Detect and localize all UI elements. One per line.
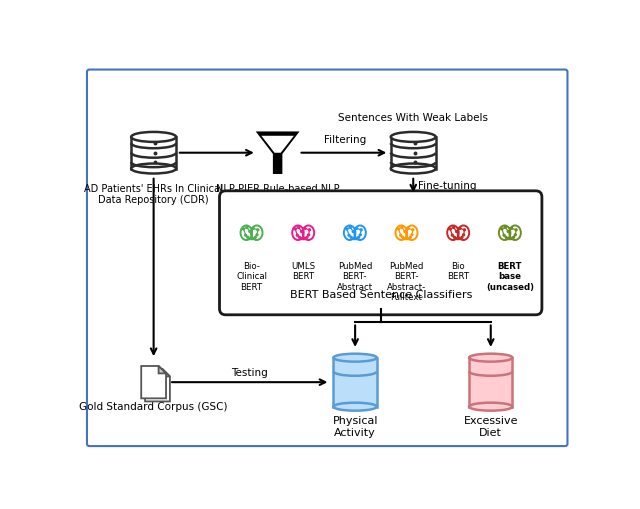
Text: PubMed
BERT-
Abstract: PubMed BERT- Abstract bbox=[337, 262, 373, 292]
Polygon shape bbox=[469, 358, 513, 407]
Circle shape bbox=[515, 234, 516, 236]
Text: Physical
Activity: Physical Activity bbox=[332, 416, 378, 438]
Circle shape bbox=[459, 228, 461, 229]
Text: Testing: Testing bbox=[231, 369, 268, 378]
Text: Excessive
Diet: Excessive Diet bbox=[463, 416, 518, 438]
Text: UMLS
BERT: UMLS BERT bbox=[291, 262, 316, 281]
Polygon shape bbox=[131, 137, 176, 168]
Circle shape bbox=[360, 229, 362, 231]
Text: Fine-tuning: Fine-tuning bbox=[418, 181, 476, 191]
Circle shape bbox=[401, 227, 403, 228]
Circle shape bbox=[504, 227, 506, 228]
FancyBboxPatch shape bbox=[220, 191, 542, 315]
Circle shape bbox=[449, 228, 451, 230]
Circle shape bbox=[304, 228, 306, 229]
Circle shape bbox=[454, 236, 456, 238]
Circle shape bbox=[410, 236, 412, 238]
Circle shape bbox=[505, 236, 507, 238]
Circle shape bbox=[461, 236, 463, 238]
Circle shape bbox=[463, 234, 465, 236]
Circle shape bbox=[256, 234, 258, 236]
Ellipse shape bbox=[469, 403, 513, 411]
Circle shape bbox=[298, 236, 300, 238]
Circle shape bbox=[356, 228, 358, 229]
Text: AD Patients' EHRs In Clinical
Data Repository (CDR): AD Patients' EHRs In Clinical Data Repos… bbox=[84, 184, 223, 205]
Circle shape bbox=[411, 234, 413, 236]
Circle shape bbox=[306, 236, 308, 238]
Text: Bio-
Clinical
BERT: Bio- Clinical BERT bbox=[236, 262, 267, 292]
Polygon shape bbox=[145, 369, 170, 402]
Circle shape bbox=[400, 234, 402, 236]
Circle shape bbox=[358, 236, 360, 238]
Circle shape bbox=[456, 231, 458, 233]
Circle shape bbox=[246, 227, 248, 228]
Text: BERT
base
(uncased): BERT base (uncased) bbox=[486, 262, 534, 292]
Circle shape bbox=[501, 228, 503, 230]
Polygon shape bbox=[261, 136, 294, 153]
Circle shape bbox=[346, 228, 348, 230]
Text: BERT Based Sentence Classifiers: BERT Based Sentence Classifiers bbox=[289, 290, 472, 300]
Ellipse shape bbox=[131, 163, 176, 174]
Text: Filtering: Filtering bbox=[324, 135, 367, 145]
Circle shape bbox=[397, 228, 399, 230]
Circle shape bbox=[349, 227, 351, 228]
Circle shape bbox=[298, 227, 300, 228]
Circle shape bbox=[412, 229, 413, 231]
Circle shape bbox=[244, 234, 246, 236]
Circle shape bbox=[254, 236, 256, 238]
Circle shape bbox=[402, 236, 404, 238]
Ellipse shape bbox=[131, 132, 176, 142]
Polygon shape bbox=[159, 366, 166, 374]
Circle shape bbox=[348, 234, 350, 236]
Circle shape bbox=[508, 231, 509, 233]
Circle shape bbox=[301, 231, 303, 233]
Polygon shape bbox=[333, 358, 377, 407]
Polygon shape bbox=[391, 137, 436, 168]
Circle shape bbox=[513, 236, 515, 238]
Ellipse shape bbox=[333, 403, 377, 411]
Circle shape bbox=[247, 236, 249, 238]
Circle shape bbox=[350, 236, 352, 238]
Circle shape bbox=[243, 228, 244, 230]
Circle shape bbox=[360, 234, 361, 236]
Circle shape bbox=[296, 234, 298, 236]
Circle shape bbox=[463, 229, 465, 231]
Circle shape bbox=[515, 229, 517, 231]
Circle shape bbox=[451, 234, 453, 236]
Polygon shape bbox=[259, 133, 297, 173]
Text: Sentences With Weak Labels: Sentences With Weak Labels bbox=[339, 114, 488, 124]
Ellipse shape bbox=[391, 163, 436, 174]
FancyBboxPatch shape bbox=[87, 70, 568, 446]
Ellipse shape bbox=[469, 354, 513, 362]
Circle shape bbox=[511, 228, 513, 229]
Circle shape bbox=[452, 227, 454, 228]
Circle shape bbox=[503, 234, 505, 236]
Polygon shape bbox=[141, 366, 166, 399]
Text: PubMed
BERT-
Abstract-
Fulltext: PubMed BERT- Abstract- Fulltext bbox=[387, 262, 426, 302]
Polygon shape bbox=[163, 369, 170, 377]
Circle shape bbox=[308, 229, 310, 231]
Circle shape bbox=[294, 228, 296, 230]
Circle shape bbox=[308, 234, 310, 236]
Circle shape bbox=[249, 231, 251, 233]
Circle shape bbox=[257, 229, 259, 231]
Ellipse shape bbox=[391, 132, 436, 142]
Ellipse shape bbox=[333, 354, 377, 362]
Text: Gold Standard Corpus (GSC): Gold Standard Corpus (GSC) bbox=[79, 402, 228, 412]
Text: NLP-PIER Rule-based NLP
System: NLP-PIER Rule-based NLP System bbox=[216, 184, 339, 205]
Circle shape bbox=[352, 231, 354, 233]
Circle shape bbox=[404, 231, 406, 233]
Circle shape bbox=[407, 228, 409, 229]
Circle shape bbox=[252, 228, 254, 229]
Text: Bio
BERT: Bio BERT bbox=[447, 262, 469, 281]
